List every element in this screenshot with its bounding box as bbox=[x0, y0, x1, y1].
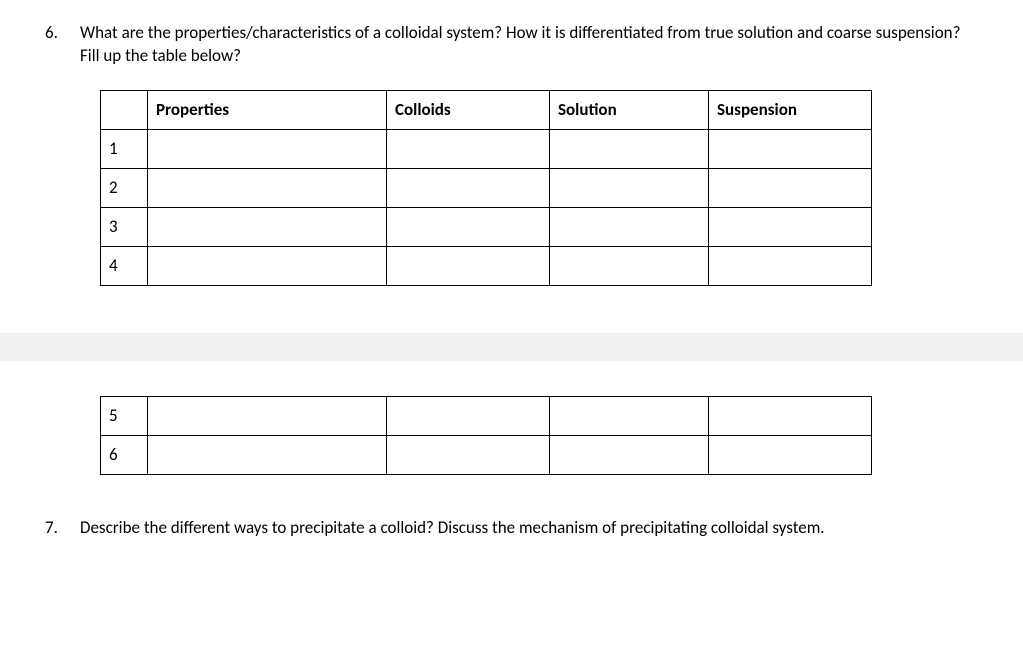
cell bbox=[709, 435, 872, 474]
question-7-number: 7. bbox=[40, 517, 80, 538]
cell bbox=[148, 435, 387, 474]
cell bbox=[387, 207, 550, 246]
cell bbox=[709, 129, 872, 168]
cell bbox=[387, 129, 550, 168]
cell bbox=[148, 246, 387, 285]
question-6-text: What are the properties/characteristics … bbox=[80, 22, 983, 68]
cell bbox=[148, 396, 387, 435]
table-row: 3 bbox=[101, 207, 872, 246]
table-row: 2 bbox=[101, 168, 872, 207]
row-num: 3 bbox=[101, 207, 148, 246]
row-num: 5 bbox=[101, 396, 148, 435]
question-6-number: 6. bbox=[40, 22, 80, 43]
table-row: 4 bbox=[101, 246, 872, 285]
cell bbox=[148, 168, 387, 207]
cell bbox=[550, 246, 709, 285]
row-num: 2 bbox=[101, 168, 148, 207]
cell bbox=[148, 129, 387, 168]
cell bbox=[550, 129, 709, 168]
row-num: 1 bbox=[101, 129, 148, 168]
header-blank bbox=[101, 90, 148, 129]
cell bbox=[148, 207, 387, 246]
table-row: 5 bbox=[101, 396, 872, 435]
cell bbox=[550, 207, 709, 246]
question-6: 6. What are the properties/characteristi… bbox=[40, 22, 983, 68]
cell bbox=[709, 207, 872, 246]
header-colloids: Colloids bbox=[387, 90, 550, 129]
cell bbox=[550, 435, 709, 474]
cell bbox=[387, 396, 550, 435]
cell bbox=[550, 396, 709, 435]
cell bbox=[550, 168, 709, 207]
header-suspension: Suspension bbox=[709, 90, 872, 129]
table-container-top: Properties Colloids Solution Suspension … bbox=[100, 90, 983, 286]
page-gap bbox=[0, 286, 1023, 396]
properties-table-bottom: 5 6 bbox=[100, 396, 872, 475]
header-properties: Properties bbox=[148, 90, 387, 129]
row-num: 4 bbox=[101, 246, 148, 285]
cell bbox=[387, 168, 550, 207]
cell bbox=[709, 246, 872, 285]
header-solution: Solution bbox=[550, 90, 709, 129]
question-7-text: Describe the different ways to precipita… bbox=[80, 517, 983, 540]
table-row: 6 bbox=[101, 435, 872, 474]
cell bbox=[387, 246, 550, 285]
table-header-row: Properties Colloids Solution Suspension bbox=[101, 90, 872, 129]
row-num: 6 bbox=[101, 435, 148, 474]
cell bbox=[387, 435, 550, 474]
cell bbox=[709, 168, 872, 207]
properties-table-top: Properties Colloids Solution Suspension … bbox=[100, 90, 872, 286]
table-container-bottom: 5 6 bbox=[100, 396, 983, 475]
question-7: 7. Describe the different ways to precip… bbox=[40, 517, 983, 540]
table-row: 1 bbox=[101, 129, 872, 168]
cell bbox=[709, 396, 872, 435]
